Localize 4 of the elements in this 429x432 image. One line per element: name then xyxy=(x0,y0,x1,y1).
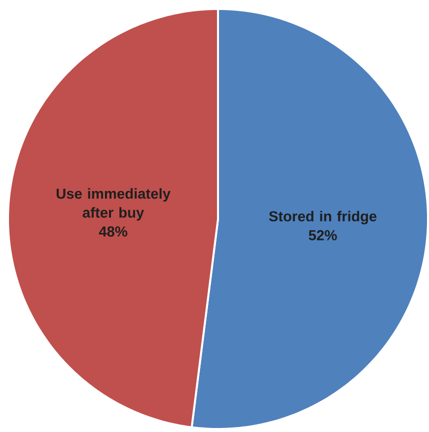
data-label: 48% xyxy=(98,226,128,237)
slice-label: Use immediately after buy xyxy=(56,188,171,221)
data-label: 52% xyxy=(308,230,337,240)
slice-label: Stored in fridge xyxy=(269,210,376,224)
